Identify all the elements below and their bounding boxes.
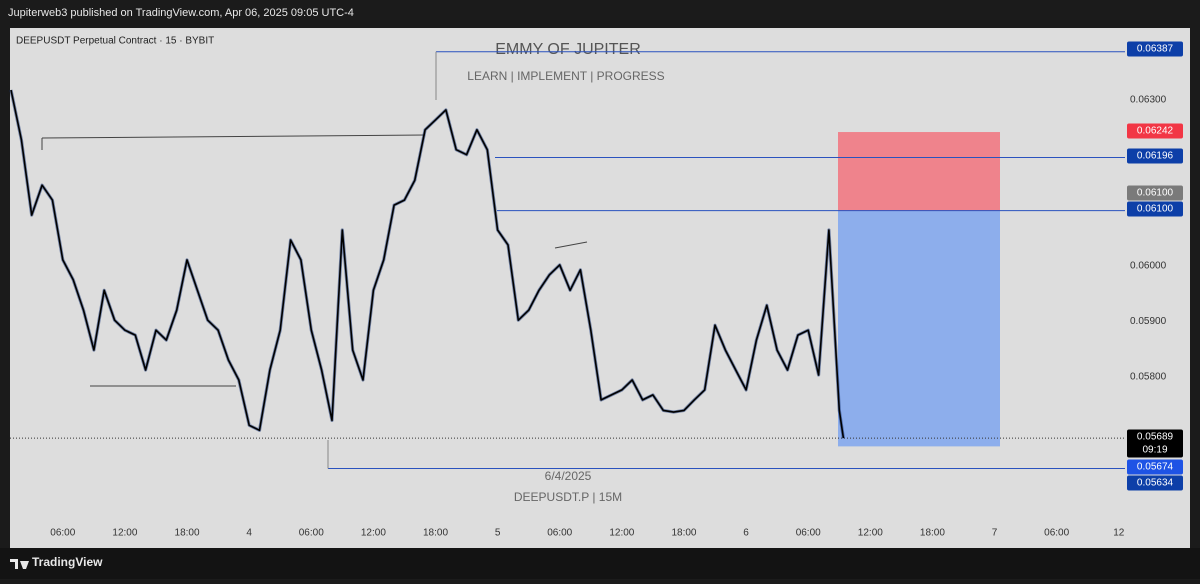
symbol-info: DEEPUSDT Perpetual Contract · 15 · BYBIT [16,36,214,47]
trend-line [554,241,588,249]
footer-bar [0,548,1200,579]
x-tick-label: 18:00 [920,528,945,539]
stop-zone [838,132,1000,211]
price-label: 0.05634 [1137,478,1174,489]
x-tick-label: 06:00 [299,528,324,539]
x-tick-label: 18:00 [671,528,696,539]
x-tick-label: 18:00 [423,528,448,539]
logo [10,559,29,569]
price-label-box [1127,148,1183,164]
price-label: 0.06242 [1137,126,1174,137]
y-tick-label: 0.05900 [1130,316,1167,327]
x-tick-label: 5 [495,528,501,539]
y-tick-label: 0.06300 [1130,95,1167,106]
chart-title: EMMY OF JUPITER [495,41,641,58]
price-line-core [10,89,845,439]
trend-line [41,134,426,139]
x-tick-label: 12:00 [858,528,883,539]
price-label: 0.05674 [1137,462,1174,473]
watermark-symbol: DEEPUSDT.P | 15M [514,490,622,504]
price-label-box [1127,41,1183,57]
x-tick-label: 6 [743,528,749,539]
y-tick-label: 0.05800 [1130,371,1167,382]
price-label: 0.06387 [1137,44,1174,55]
price-label: 0.06196 [1137,151,1174,162]
y-tick-label: 0.06000 [1130,261,1167,272]
price-label-time: 09:19 [1142,445,1167,456]
price-label: 0.05689 [1137,432,1174,443]
x-tick-label: 06:00 [796,528,821,539]
price-label-box [1127,429,1183,458]
price-label-box [1127,201,1183,217]
price-label-box [1127,475,1183,491]
chart-panel [10,28,1190,548]
x-tick-label: 4 [246,528,252,539]
x-tick-label: 06:00 [1044,528,1069,539]
target-zone [838,210,1000,447]
x-tick-label: 7 [992,528,998,539]
price-label: 0.06100 [1137,188,1174,199]
price-label: 0.06100 [1137,204,1174,215]
chart-subtitle: LEARN | IMPLEMENT | PROGRESS [467,69,664,83]
price-label-box [1127,185,1183,201]
x-tick-label: 12:00 [112,528,137,539]
x-tick-label: 18:00 [175,528,200,539]
x-tick-label: 12 [1113,528,1125,539]
x-tick-label: 12:00 [609,528,634,539]
publish-info: Jupiterweb3 published on TradingView.com… [8,7,354,19]
brand: TradingView [32,555,103,569]
price-label-box [1127,459,1183,475]
x-tick-label: 12:00 [361,528,386,539]
watermark-date: 6/4/2025 [545,469,592,483]
x-tick-label: 06:00 [547,528,572,539]
x-tick-label: 06:00 [50,528,75,539]
price-label-box [1127,123,1183,139]
